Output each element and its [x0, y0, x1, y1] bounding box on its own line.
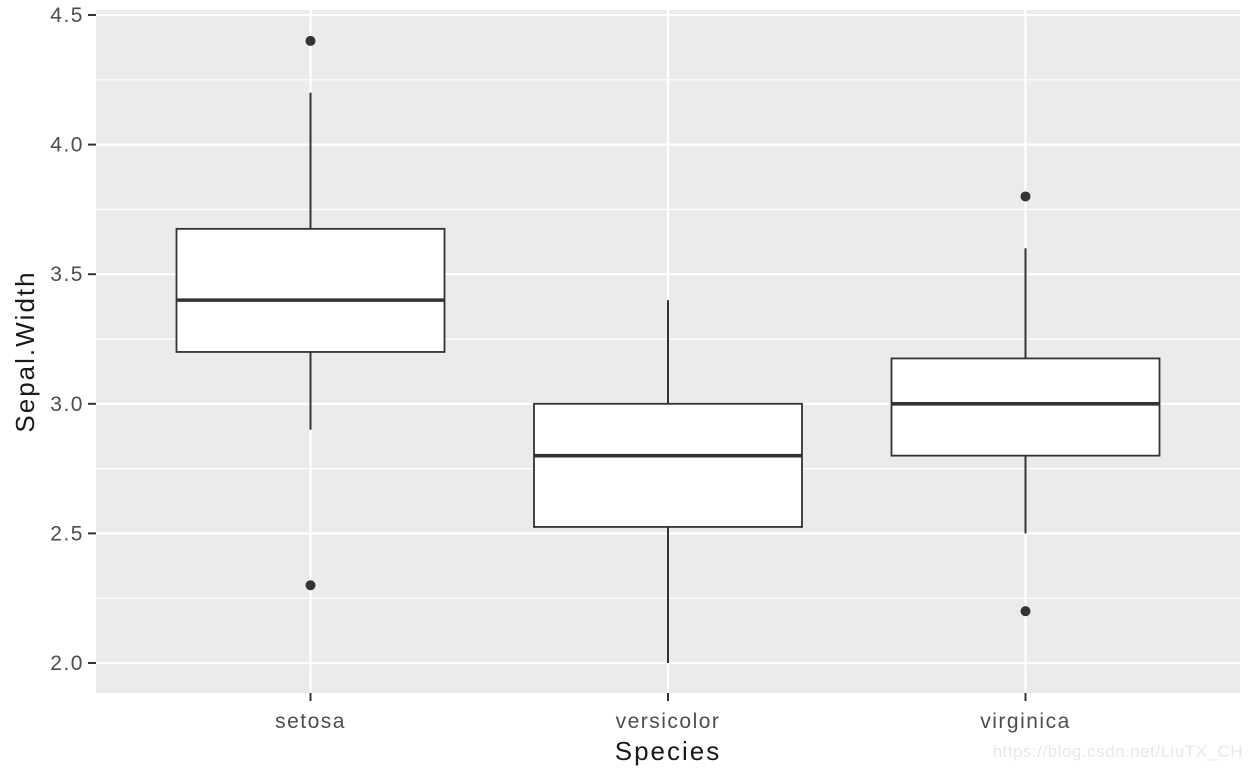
y-tick-label: 4.5 — [50, 4, 84, 27]
y-tick-label: 2.5 — [50, 522, 84, 545]
box-versicolor — [533, 402, 803, 528]
x-category-label: versicolor — [616, 710, 721, 733]
chart-layer: 2.0 2.5 3.0 3.5 4.0 4.5 setosa versicolor virgin… — [50, 4, 1240, 733]
x-axis-title: Species — [615, 736, 722, 766]
y-tick-label: 3.0 — [50, 393, 84, 416]
outlier-point-setosa — [305, 580, 316, 591]
outlier-point-setosa — [305, 35, 316, 46]
outlier-point-virginica — [1020, 191, 1031, 202]
box-setosa — [175, 227, 446, 353]
box-virginica — [890, 357, 1161, 457]
outlier-point-virginica — [1020, 606, 1031, 617]
x-category-label: virginica — [980, 710, 1071, 733]
y-tick-label: 2.0 — [50, 652, 84, 675]
x-category-label: setosa — [275, 710, 346, 733]
y-axis-title: Sepal.Width — [10, 270, 40, 432]
y-tick-label: 3.5 — [50, 263, 84, 286]
watermark: https://blog.csdn.net/LiuTX_CH — [993, 742, 1243, 761]
y-tick-label: 4.0 — [50, 134, 84, 157]
